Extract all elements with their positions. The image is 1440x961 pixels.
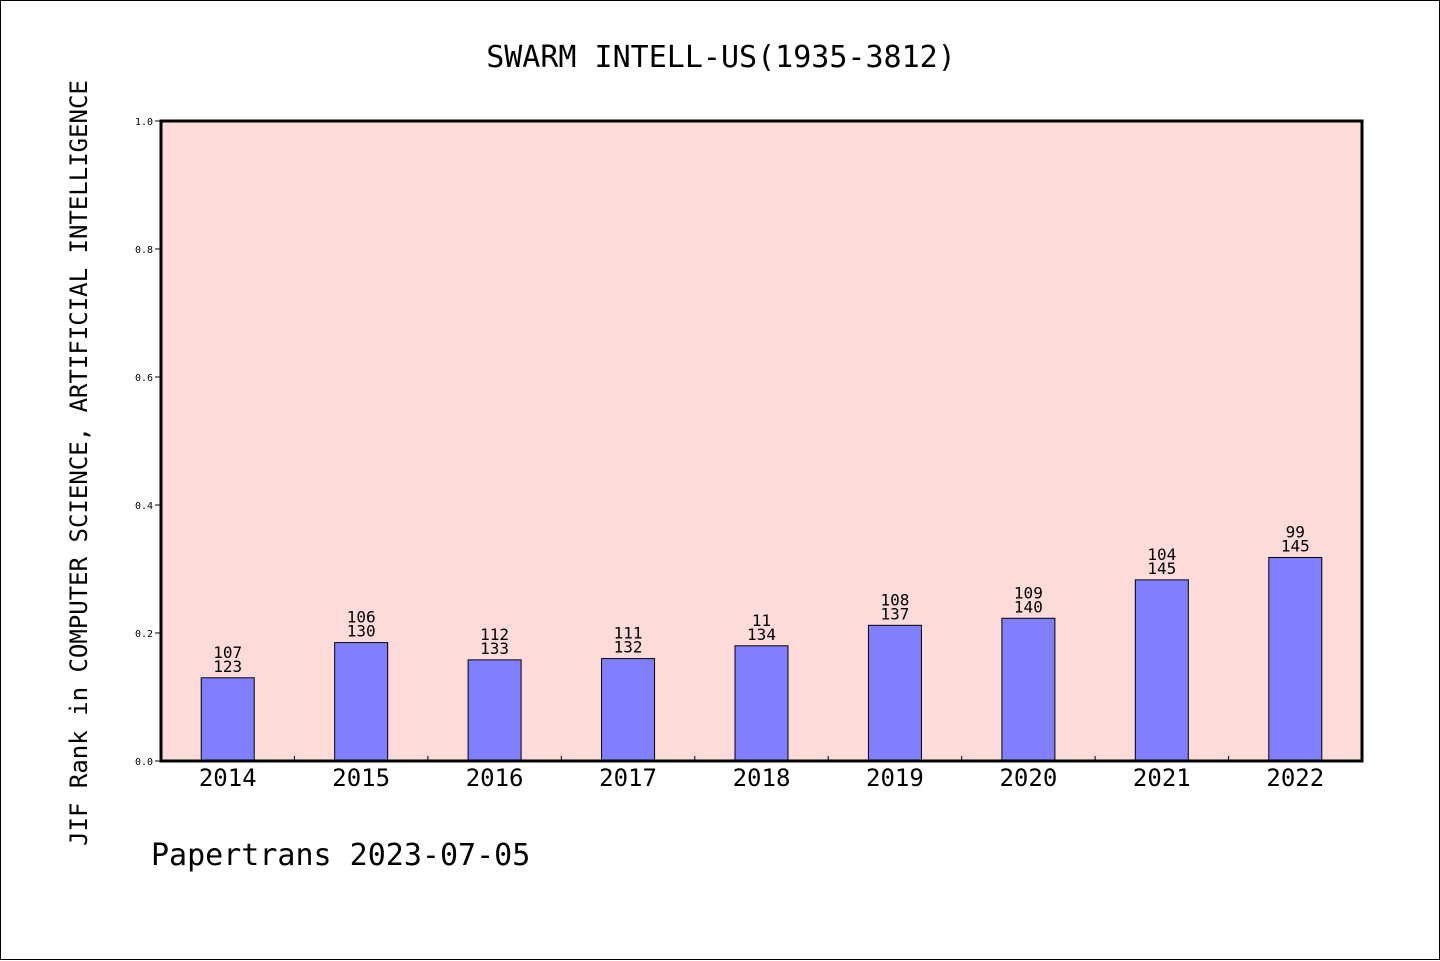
y-tick-label: 0.8 xyxy=(135,245,153,256)
footer-credit: Papertrans 2023-07-05 xyxy=(151,838,530,873)
total-label: 123 xyxy=(213,657,242,676)
x-tick-label: 2017 xyxy=(599,764,657,792)
x-tick-label: 2020 xyxy=(999,764,1057,792)
y-tick-label: 0.4 xyxy=(135,501,153,512)
y-tick-label: 0.6 xyxy=(135,373,153,384)
total-label: 133 xyxy=(480,639,509,658)
rank-label: 106 xyxy=(347,608,376,627)
x-tick-label: 2018 xyxy=(733,764,791,792)
x-tick-label: 2021 xyxy=(1133,764,1191,792)
rank-label: 107 xyxy=(213,643,242,662)
bar-2016 xyxy=(467,659,522,762)
y-tick-label: 0.0 xyxy=(135,757,153,768)
y-tick-label: 1.0 xyxy=(135,117,153,128)
x-tick-label: 2019 xyxy=(866,764,924,792)
bar-2019 xyxy=(867,624,922,762)
x-tick-label: 2016 xyxy=(466,764,524,792)
y-tick-label: 0.2 xyxy=(135,629,153,640)
bar-2017 xyxy=(601,658,656,762)
plot-border xyxy=(159,119,1364,763)
bar-2015 xyxy=(334,642,389,762)
y-axis-label: JIF Rank in COMPUTER SCIENCE, ARTIFICIAL… xyxy=(65,80,93,846)
total-label: 137 xyxy=(880,604,909,623)
rank-label: 112 xyxy=(480,625,509,644)
total-label: 130 xyxy=(347,622,376,641)
rank-label: 109 xyxy=(1014,583,1043,602)
rank-label: 104 xyxy=(1147,545,1176,564)
bar-2018 xyxy=(734,645,789,762)
bar-2020 xyxy=(1001,617,1056,762)
bar-2014 xyxy=(200,677,255,762)
total-label: 140 xyxy=(1014,597,1043,616)
bar-2022 xyxy=(1268,556,1323,762)
x-tick-label: 2015 xyxy=(332,764,390,792)
chart-title: SWARM INTELL-US(1935-3812) xyxy=(486,40,956,75)
rank-label: 108 xyxy=(880,590,909,609)
x-axis: 2014 2015 2016 2017 2018 2019 2020 2021 2022 xyxy=(199,756,1324,792)
total-label: 132 xyxy=(614,638,643,657)
rank-label: 111 xyxy=(614,624,643,643)
total-label: 145 xyxy=(1281,536,1310,555)
rank-label: 99 xyxy=(1286,522,1305,541)
bar-2021 xyxy=(1134,579,1189,762)
x-tick-label: 2014 xyxy=(199,764,257,792)
y-axis: 0.0 0.2 0.4 0.6 0.8 1.0 xyxy=(135,117,161,768)
x-tick-label: 2022 xyxy=(1266,764,1324,792)
bar-series xyxy=(200,556,1323,762)
total-label: 134 xyxy=(747,625,776,644)
total-label: 145 xyxy=(1147,559,1176,578)
rank-label: 11 xyxy=(752,611,771,630)
